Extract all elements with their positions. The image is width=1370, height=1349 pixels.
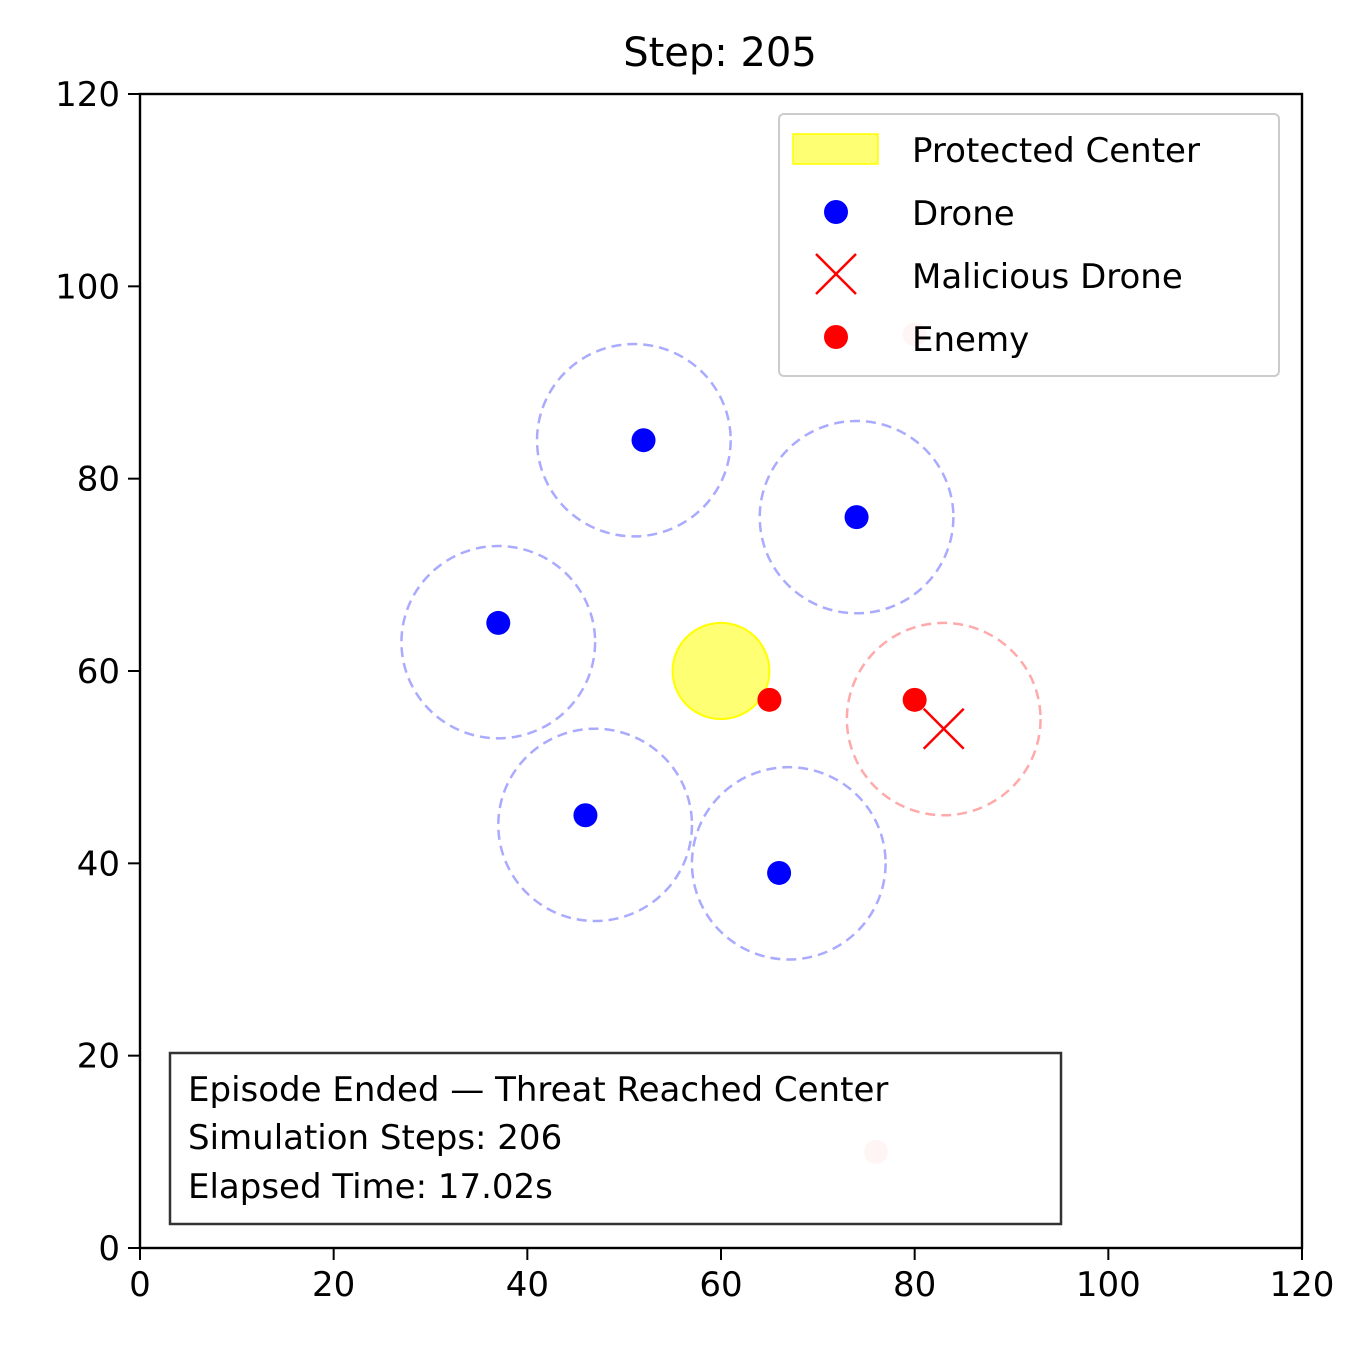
legend-label-malicious-drone: Malicious Drone bbox=[912, 257, 1183, 297]
protected-center bbox=[671, 621, 771, 721]
y-tick-label: 100 bbox=[55, 267, 120, 307]
drone-point-5 bbox=[767, 860, 792, 885]
drone-range-circle-4 bbox=[497, 727, 694, 923]
drone-range-circle-5 bbox=[690, 765, 887, 961]
drone-range-circle-3 bbox=[400, 544, 597, 740]
legend-marker-enemy bbox=[824, 325, 848, 349]
info-status-line: Episode Ended — Threat Reached Center bbox=[188, 1070, 888, 1110]
legend: Protected Center Drone Malicious Drone E… bbox=[778, 113, 1280, 377]
malicious-drone-marker-1 bbox=[922, 707, 965, 750]
y-tick-label: 80 bbox=[77, 460, 120, 500]
legend-marker-malicious-drone bbox=[815, 253, 857, 295]
x-tick-label: 80 bbox=[893, 1265, 936, 1305]
x-tick-label: 60 bbox=[699, 1265, 742, 1305]
x-tick-label: 100 bbox=[1076, 1265, 1141, 1305]
drone-range-circle-2 bbox=[758, 419, 955, 615]
y-tick-label: 40 bbox=[77, 844, 120, 884]
drone-point-1 bbox=[631, 428, 656, 453]
x-tick-label: 0 bbox=[129, 1265, 151, 1305]
legend-patch-protected-center bbox=[792, 133, 879, 165]
plot-marks bbox=[400, 322, 1042, 1164]
info-time-line: Elapsed Time: 17.02s bbox=[188, 1167, 553, 1207]
legend-label-drone: Drone bbox=[912, 194, 1015, 234]
drone-point-3 bbox=[486, 610, 511, 635]
x-tick-label: 20 bbox=[312, 1265, 355, 1305]
y-tick-label: 20 bbox=[77, 1037, 120, 1077]
legend-label-enemy: Enemy bbox=[912, 320, 1029, 360]
info-box-frame bbox=[168, 1051, 1063, 1226]
drone-point-2 bbox=[844, 505, 869, 530]
enemy-point-2 bbox=[902, 687, 927, 712]
y-tick-label: 60 bbox=[77, 652, 120, 692]
legend-marker-drone bbox=[824, 200, 848, 224]
legend-box bbox=[778, 113, 1280, 377]
chart-title: Step: 205 bbox=[623, 30, 817, 76]
legend-label-protected-center: Protected Center bbox=[912, 131, 1200, 171]
drone-range-circle-1 bbox=[535, 342, 732, 538]
info-steps-line: Simulation Steps: 206 bbox=[188, 1118, 562, 1158]
y-tick-label: 0 bbox=[98, 1229, 120, 1269]
enemy-point-1 bbox=[757, 687, 782, 712]
drone-point-4 bbox=[573, 803, 598, 828]
x-tick-label: 120 bbox=[1270, 1265, 1335, 1305]
malicious-range-circle-1 bbox=[845, 621, 1042, 817]
axis-ticks: 0 20 40 60 80 100 120 0 20 40 60 80 100 120 bbox=[55, 75, 1334, 1305]
info-box: Episode Ended — Threat Reached Center Si… bbox=[168, 1051, 1063, 1226]
y-tick-label: 120 bbox=[55, 75, 120, 115]
x-tick-label: 40 bbox=[506, 1265, 549, 1305]
